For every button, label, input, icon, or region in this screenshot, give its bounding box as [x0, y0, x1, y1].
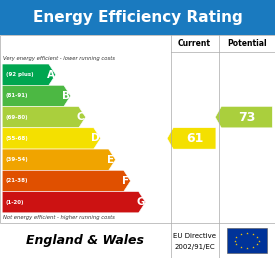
Text: G: G [136, 197, 145, 207]
Text: (69-80): (69-80) [6, 115, 28, 120]
Text: 2002/91/EC: 2002/91/EC [174, 244, 215, 250]
Text: (1-20): (1-20) [6, 200, 24, 205]
Text: Potential: Potential [227, 39, 267, 48]
Polygon shape [2, 85, 71, 107]
Polygon shape [2, 64, 56, 85]
Text: F: F [122, 176, 129, 186]
Polygon shape [215, 107, 272, 128]
Polygon shape [2, 149, 116, 170]
Text: 73: 73 [238, 111, 255, 124]
Text: (81-91): (81-91) [6, 93, 28, 98]
Text: England & Wales: England & Wales [26, 234, 144, 247]
Text: B: B [62, 91, 70, 101]
Bar [227, 228, 267, 253]
Text: (55-68): (55-68) [6, 136, 28, 141]
Text: Current: Current [178, 39, 211, 48]
Text: D: D [91, 133, 100, 143]
Text: C: C [77, 112, 84, 122]
Polygon shape [2, 170, 131, 191]
Text: (39-54): (39-54) [6, 157, 28, 162]
Text: (92 plus): (92 plus) [6, 72, 33, 77]
Text: A: A [47, 70, 55, 80]
Text: (21-38): (21-38) [6, 179, 28, 183]
Text: EU Directive: EU Directive [173, 233, 216, 239]
Text: Very energy efficient - lower running costs: Very energy efficient - lower running co… [3, 56, 115, 61]
Polygon shape [2, 191, 145, 213]
Text: Not energy efficient - higher running costs: Not energy efficient - higher running co… [3, 215, 115, 220]
Polygon shape [2, 128, 101, 149]
Text: 61: 61 [186, 132, 203, 145]
Text: Energy Efficiency Rating: Energy Efficiency Rating [33, 10, 242, 25]
Polygon shape [2, 107, 86, 128]
Polygon shape [167, 128, 216, 149]
Text: E: E [107, 155, 114, 165]
